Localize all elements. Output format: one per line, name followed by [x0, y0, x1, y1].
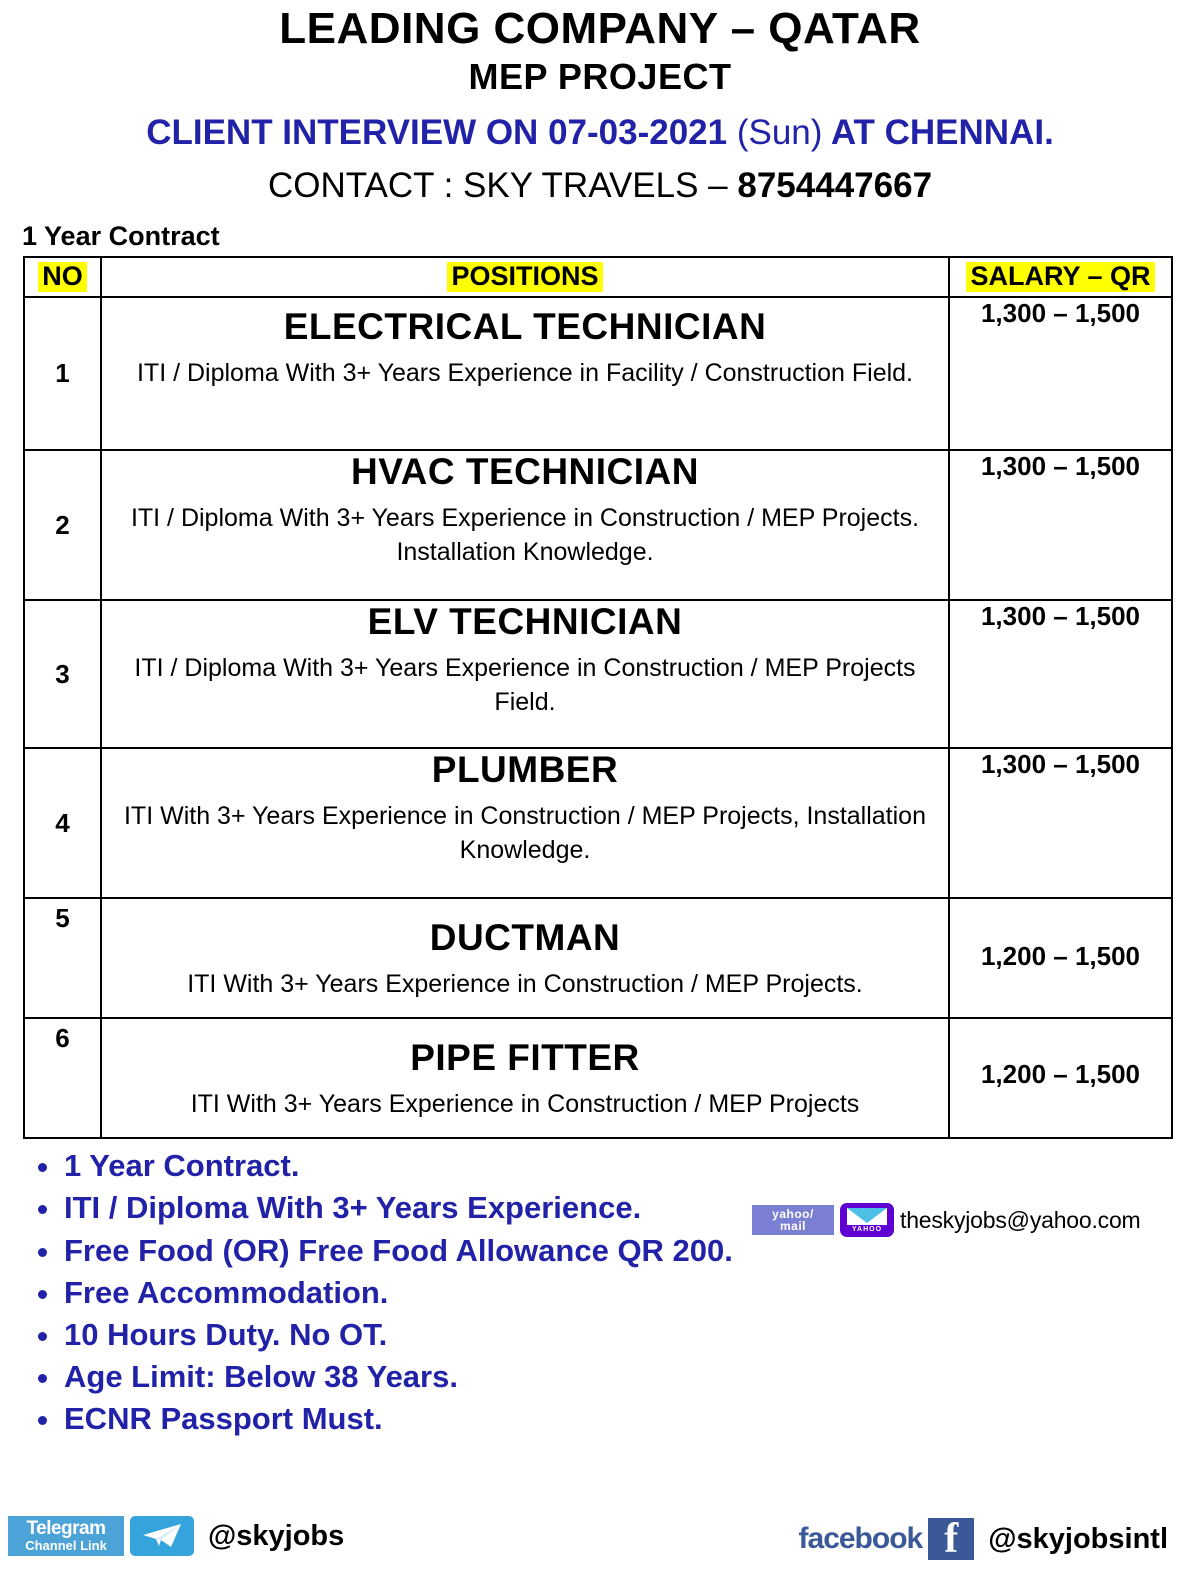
table-row: 5 DUCTMAN ITI With 3+ Years Experience i…	[23, 897, 1173, 1020]
email-contact: yahoo/ mail YAHOO theskyjobs@yahoo.com	[752, 1203, 1141, 1237]
contract-caption: 1 Year Contract	[22, 221, 220, 252]
benefits-list: 1 Year Contract. ITI / Diploma With 3+ Y…	[0, 1145, 1200, 1440]
position-cell: HVAC TECHNICIAN ITI / Diploma With 3+ Ye…	[100, 449, 950, 602]
project-subtitle: MEP PROJECT	[468, 55, 732, 97]
telegram-wordmark-icon: Telegram Channel Link	[8, 1516, 124, 1556]
row-number: 2	[23, 449, 102, 602]
yahoo-tile-caption: YAHOO	[851, 1225, 883, 1233]
position-cell: DUCTMAN ITI With 3+ Years Experience in …	[100, 897, 950, 1020]
list-item: 10 Hours Duty. No OT.	[30, 1314, 1200, 1356]
column-header-positions-label: POSITIONS	[447, 262, 603, 293]
list-item: 1 Year Contract.	[30, 1145, 1200, 1187]
table-row: 4 PLUMBER ITI With 3+ Years Experience i…	[23, 747, 1173, 900]
contact-phone: 8754447667	[737, 165, 933, 205]
table-row: 1 ELECTRICAL TECHNICIAN ITI / Diploma Wi…	[23, 296, 1173, 452]
telegram-wordmark-label: Telegram	[26, 1518, 106, 1540]
yahoo-wordmark-line2: mail	[779, 1219, 806, 1233]
interview-day: (Sun)	[727, 113, 823, 153]
facebook-f-glyph: f	[944, 1516, 959, 1563]
row-number: 5	[23, 897, 102, 1020]
salary-value: 1,300 – 1,500	[948, 599, 1173, 750]
envelope-icon: YAHOO	[840, 1203, 894, 1237]
salary-value: 1,200 – 1,500	[948, 1017, 1173, 1140]
position-cell: ELV TECHNICIAN ITI / Diploma With 3+ Yea…	[100, 599, 950, 750]
position-cell: PIPE FITTER ITI With 3+ Years Experience…	[100, 1017, 950, 1140]
page-title: LEADING COMPANY – QATAR	[279, 4, 921, 53]
interview-announcement: CLIENT INTERVIEW ON 07-03-2021 (Sun) AT …	[0, 113, 1200, 153]
list-item: ECNR Passport Must.	[30, 1398, 1200, 1440]
column-header-salary: SALARY – QR	[948, 256, 1173, 299]
row-number: 3	[23, 599, 102, 750]
salary-value: 1,300 – 1,500	[948, 449, 1173, 602]
position-title: DUCTMAN	[429, 917, 621, 959]
email-address: theskyjobs@yahoo.com	[900, 1206, 1141, 1233]
column-header-no: NO	[23, 256, 102, 299]
row-number: 4	[23, 747, 102, 900]
social-footer: Telegram Channel Link @skyjobs facebook …	[0, 1516, 1200, 1572]
table-row: 6 PIPE FITTER ITI With 3+ Years Experien…	[23, 1017, 1173, 1140]
position-description: ITI With 3+ Years Experience in Construc…	[190, 1089, 860, 1118]
salary-value: 1,200 – 1,500	[948, 897, 1173, 1020]
list-item: Free Accommodation.	[30, 1272, 1200, 1314]
facebook-wordmark-icon: facebook	[798, 1522, 924, 1555]
position-cell: ELECTRICAL TECHNICIAN ITI / Diploma With…	[100, 296, 950, 452]
telegram-plane-icon[interactable]	[130, 1516, 194, 1556]
position-title: ELECTRICAL TECHNICIAN	[283, 306, 767, 348]
interview-location: AT CHENNAI.	[822, 113, 1054, 153]
position-title: PLUMBER	[431, 749, 619, 791]
table-header-row: NO POSITIONS SALARY – QR	[23, 256, 1173, 299]
position-description: ITI / Diploma With 3+ Years Experience i…	[136, 358, 913, 387]
position-description: ITI With 3+ Years Experience in Construc…	[187, 969, 863, 998]
position-title: ELV TECHNICIAN	[367, 601, 683, 643]
row-number: 1	[23, 296, 102, 452]
contact-prefix: CONTACT : SKY TRAVELS –	[267, 165, 738, 205]
position-description: ITI / Diploma With 3+ Years Experience i…	[130, 503, 920, 566]
interview-date: 07-03-2021	[548, 113, 728, 153]
facebook-handle[interactable]: @skyjobsintl	[988, 1522, 1168, 1555]
envelope-glyph	[847, 1207, 887, 1225]
facebook-f-icon[interactable]: f	[928, 1516, 975, 1563]
position-title: HVAC TECHNICIAN	[350, 451, 700, 493]
poster-header: LEADING COMPANY – QATAR MEP PROJECT CLIE…	[0, 0, 1200, 205]
column-header-no-label: NO	[38, 262, 87, 293]
yahoo-wordmark-line1: yahoo/	[772, 1207, 814, 1221]
position-cell: PLUMBER ITI With 3+ Years Experience in …	[100, 747, 950, 900]
facebook-group[interactable]: facebook f @skyjobsintl	[799, 1518, 1168, 1560]
list-item: ITI / Diploma With 3+ Years Experience.	[30, 1187, 1200, 1229]
position-description: ITI With 3+ Years Experience in Construc…	[123, 801, 926, 864]
interview-prefix: CLIENT INTERVIEW ON	[146, 113, 549, 153]
table-row: 3 ELV TECHNICIAN ITI / Diploma With 3+ Y…	[23, 599, 1173, 750]
telegram-sub-label: Channel Link	[25, 1538, 107, 1554]
paper-plane-glyph	[143, 1524, 181, 1547]
telegram-handle[interactable]: @skyjobs	[208, 1519, 345, 1552]
position-description: ITI / Diploma With 3+ Years Experience i…	[134, 653, 916, 716]
column-header-salary-label: SALARY – QR	[966, 262, 1155, 293]
salary-value: 1,300 – 1,500	[948, 296, 1173, 452]
telegram-group[interactable]: Telegram Channel Link @skyjobs	[8, 1516, 344, 1556]
contact-announcement: CONTACT : SKY TRAVELS – 8754447667	[0, 165, 1200, 206]
list-item: Free Food (OR) Free Food Allowance QR 20…	[30, 1230, 1200, 1272]
positions-table: NO POSITIONS SALARY – QR 1 ELECTRICAL TE…	[23, 256, 1173, 1140]
table-row: 2 HVAC TECHNICIAN ITI / Diploma With 3+ …	[23, 449, 1173, 602]
list-item: Age Limit: Below 38 Years.	[30, 1356, 1200, 1398]
row-number: 6	[23, 1017, 102, 1140]
column-header-positions: POSITIONS	[100, 256, 950, 299]
yahoo-mail-wordmark-icon: yahoo/ mail	[752, 1205, 834, 1235]
salary-value: 1,300 – 1,500	[948, 747, 1173, 900]
position-title: PIPE FITTER	[410, 1037, 640, 1079]
